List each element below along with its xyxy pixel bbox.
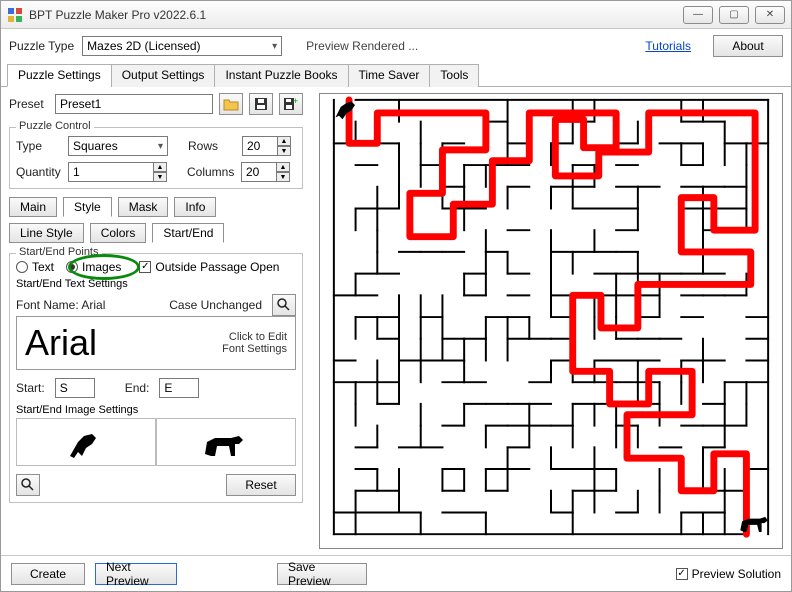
preview-status: Preview Rendered ... [306,39,418,53]
create-button[interactable]: Create [11,563,85,585]
app-window: BPT Puzzle Maker Pro v2022.6.1 — ▢ ✕ Puz… [0,0,792,592]
preview-solution-checkbox[interactable]: ✓ Preview Solution [676,567,781,581]
images-radio[interactable]: Images [66,260,121,274]
columns-spinner[interactable]: 20 ▲▼ [241,162,290,182]
start-image-slot[interactable] [16,418,156,466]
font-preview-text: Arial [25,322,97,364]
start-input[interactable]: S [55,378,95,398]
outside-passage-checkbox[interactable]: ✓ Outside Passage Open [139,260,279,274]
columns-label: Columns [187,165,235,179]
floppy-plus-icon: + [283,97,299,111]
rows-down[interactable]: ▼ [277,146,291,156]
bottom-bar: Create Next Preview Save Preview ✓ Previ… [1,555,791,591]
start-end-text-title: Start/End Text Settings [16,278,296,290]
qty-up[interactable]: ▲ [153,162,167,172]
cols-down[interactable]: ▼ [276,172,290,182]
image-search-button[interactable] [16,474,40,496]
reset-button[interactable]: Reset [226,474,296,496]
close-button[interactable]: ✕ [755,6,785,24]
font-name-label: Font Name: Arial [16,298,163,312]
case-label: Case Unchanged [169,298,262,312]
end-input[interactable]: E [159,378,199,398]
puzzle-type-label: Puzzle Type [9,39,74,53]
subtab-info[interactable]: Info [174,197,216,217]
puzzle-type-value: Mazes 2D (Licensed) [87,39,200,53]
floppy-icon [254,97,268,111]
start-label: Start: [16,381,45,395]
subtab-colors[interactable]: Colors [90,223,147,243]
save-preview-button[interactable]: Save Preview [277,563,367,585]
maximize-button[interactable]: ▢ [719,6,749,24]
main-tabs: Puzzle Settings Output Settings Instant … [1,63,791,87]
type-select[interactable]: Squares▾ [68,136,168,156]
save-as-preset-button[interactable]: + [279,93,303,115]
maze-svg [320,94,782,548]
text-radio[interactable]: Text [16,260,54,274]
minimize-button[interactable]: — [683,6,713,24]
style-main-tabs: Main Style Mask Info [9,197,303,217]
puzzle-control-group: Puzzle Control Type Squares▾ Rows 20 ▲▼ … [9,127,303,189]
next-preview-button[interactable]: Next Preview [95,563,177,585]
rows-label: Rows [188,139,236,153]
dog-standing-icon [199,422,253,462]
tab-tools[interactable]: Tools [429,64,479,87]
font-preview-box[interactable]: Arial Click to Edit Font Settings [16,316,296,370]
tab-time-saver[interactable]: Time Saver [348,64,431,87]
end-label: End: [125,381,150,395]
quantity-spinner[interactable]: 1 ▲▼ [68,162,167,182]
open-preset-button[interactable] [219,93,243,115]
rows-up[interactable]: ▲ [277,136,291,146]
quantity-label: Quantity [16,165,62,179]
preset-label: Preset [9,97,49,111]
subtab-main[interactable]: Main [9,197,57,217]
about-button[interactable]: About [713,35,783,57]
radio-icon [66,261,78,273]
cols-up[interactable]: ▲ [276,162,290,172]
magnifier-icon [21,478,35,492]
folder-icon [223,97,239,111]
chevron-down-icon: ▾ [158,141,163,152]
window-title: BPT Puzzle Maker Pro v2022.6.1 [29,8,683,22]
font-search-button[interactable] [272,294,296,316]
chevron-down-icon: ▾ [272,41,277,52]
rows-spinner[interactable]: 20 ▲▼ [242,136,291,156]
tab-output-settings[interactable]: Output Settings [111,64,216,87]
settings-panel: Preset Preset1 + Puzzle Control Type Squ… [1,87,311,555]
dog-jumping-icon [64,422,108,462]
start-end-image-title: Start/End Image Settings [16,404,296,416]
save-preset-button[interactable] [249,93,273,115]
content-area: Preset Preset1 + Puzzle Control Type Squ… [1,87,791,555]
radio-icon [16,261,28,273]
qty-down[interactable]: ▼ [153,172,167,182]
checkbox-icon: ✓ [139,261,151,273]
puzzle-control-title: Puzzle Control [16,120,94,132]
magnifier-icon [277,298,291,312]
subtab-line-style[interactable]: Line Style [9,223,84,243]
type-label: Type [16,139,62,153]
font-edit-hint: Click to Edit Font Settings [222,331,287,355]
style-sub-tabs: Line Style Colors Start/End [9,223,303,243]
end-image-slot[interactable] [156,418,296,466]
top-toolbar: Puzzle Type Mazes 2D (Licensed) ▾ Previe… [1,29,791,63]
tab-instant-puzzle-books[interactable]: Instant Puzzle Books [214,64,348,87]
preset-input[interactable]: Preset1 [55,94,213,114]
puzzle-type-select[interactable]: Mazes 2D (Licensed) ▾ [82,36,282,56]
checkbox-icon: ✓ [676,568,688,580]
subtab-mask[interactable]: Mask [118,197,169,217]
app-icon [7,7,23,23]
window-controls: — ▢ ✕ [683,6,785,24]
svg-text:+: + [293,97,298,106]
titlebar: BPT Puzzle Maker Pro v2022.6.1 — ▢ ✕ [1,1,791,29]
preset-row: Preset Preset1 + [9,93,303,115]
tab-puzzle-settings[interactable]: Puzzle Settings [7,64,112,87]
subtab-style[interactable]: Style [63,197,112,217]
preview-panel [311,87,791,555]
subtab-start-end[interactable]: Start/End [152,223,224,243]
start-end-title: Start/End Points [16,246,102,258]
maze-preview [319,93,783,549]
start-end-points-group: Start/End Points Text Images ✓ Outside P… [9,253,303,503]
tutorials-link[interactable]: Tutorials [645,39,691,53]
